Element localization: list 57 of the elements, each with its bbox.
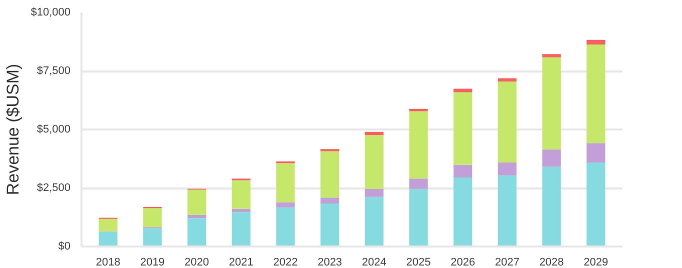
x-tick-label: 2021	[228, 256, 254, 268]
bar	[409, 111, 428, 179]
bar	[187, 190, 206, 215]
bar	[498, 175, 517, 246]
x-tick-label: 2028	[539, 256, 564, 268]
x-tick-label: 2018	[96, 256, 120, 268]
bar	[454, 177, 472, 246]
bar	[364, 188, 384, 197]
bar	[542, 166, 561, 246]
bar	[187, 214, 206, 218]
bar	[409, 178, 428, 189]
bar	[232, 180, 250, 209]
bar	[276, 163, 295, 202]
bar	[276, 207, 295, 246]
x-tick-label: 2024	[362, 256, 386, 268]
bar	[498, 78, 517, 82]
bar	[586, 143, 606, 162]
bar	[586, 44, 606, 144]
x-tick-label: 2022	[273, 256, 298, 268]
bar	[454, 88, 472, 92]
bar	[586, 40, 606, 45]
bar	[98, 232, 118, 246]
x-tick-label: 2027	[494, 256, 520, 268]
bar	[542, 57, 561, 150]
bar	[498, 162, 517, 176]
x-tick-label: 2019	[140, 256, 165, 268]
bar	[232, 212, 250, 246]
bar	[409, 188, 428, 246]
x-tick-label: 2029	[584, 256, 608, 268]
bar	[454, 164, 472, 178]
bar	[187, 218, 206, 246]
bar	[320, 203, 340, 246]
bar	[454, 92, 472, 165]
bar	[232, 208, 250, 212]
bar	[143, 208, 162, 228]
bar	[320, 198, 340, 204]
y-tick-label: $5,000	[36, 124, 71, 136]
bar	[364, 135, 384, 189]
x-tick-label: 2026	[450, 256, 476, 268]
bar	[542, 54, 561, 58]
bar	[276, 202, 295, 208]
y-tick-label: $7,500	[36, 65, 71, 77]
x-tick-label: 2025	[406, 256, 431, 268]
y-tick-label: $0	[58, 240, 71, 252]
bar	[143, 228, 162, 246]
y-tick-label: $2,500	[36, 182, 71, 194]
bar	[320, 151, 340, 198]
bar	[364, 132, 384, 136]
y-tick-label: $10,000	[30, 6, 71, 18]
bar	[542, 149, 561, 167]
bar	[586, 162, 606, 246]
bar	[364, 196, 384, 246]
y-axis-title: Revenue ($USM)	[4, 64, 23, 196]
x-tick-label: 2023	[318, 256, 342, 268]
bar	[498, 82, 517, 162]
x-tick-label: 2020	[184, 256, 210, 268]
bar	[98, 218, 118, 232]
